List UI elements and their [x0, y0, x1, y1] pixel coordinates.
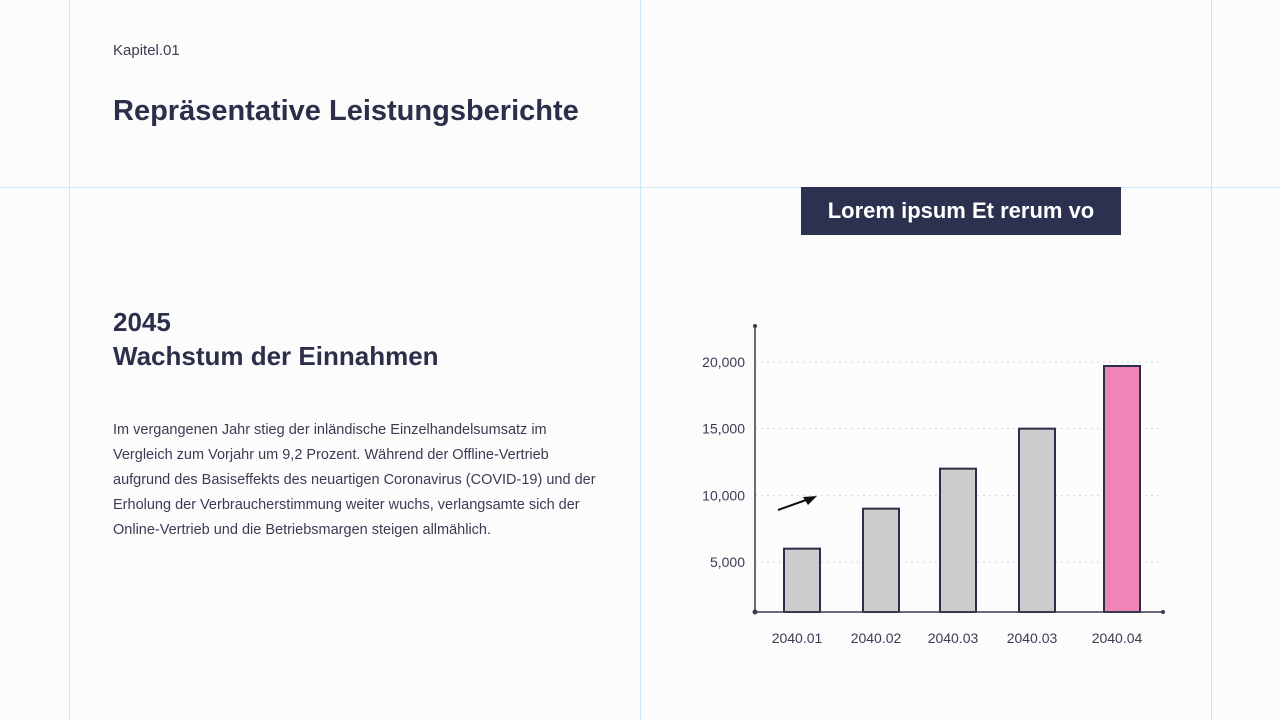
guide-line [640, 0, 641, 720]
axis-end-dot [1161, 610, 1165, 614]
section-year: 2045 [113, 307, 171, 337]
x-tick-label: 2040.01 [772, 630, 823, 646]
guide-line [1211, 0, 1212, 720]
y-tick-label: 15,000 [702, 421, 745, 437]
axis-origin-dot [752, 609, 758, 615]
chart-banner: Lorem ipsum Et rerum vo [801, 187, 1121, 235]
section-heading: 2045 Wachstum der Einnahmen [113, 305, 439, 373]
bar [783, 547, 821, 614]
x-tick-label: 2040.03 [1007, 630, 1058, 646]
x-tick-label: 2040.02 [851, 630, 902, 646]
y-tick-label: 10,000 [702, 487, 745, 503]
section-body: Im vergangenen Jahr stieg der inländisch… [113, 422, 596, 538]
y-tick-label: 5,000 [710, 554, 745, 570]
section-title: Wachstum der Einnahmen [113, 341, 439, 371]
x-tick-label: 2040.03 [928, 630, 979, 646]
arrow-head-icon [803, 496, 817, 505]
arrow-icon [777, 499, 807, 511]
guide-line [0, 187, 1280, 188]
bar [939, 467, 977, 613]
bar [1018, 427, 1056, 613]
banner-text: Lorem ipsum Et rerum vo [827, 198, 1095, 223]
bar [1103, 365, 1141, 613]
axis-end-dot [753, 324, 757, 328]
page-title: Repräsentative Leistungsberichte [113, 95, 579, 127]
y-tick-label: 20,000 [702, 354, 745, 370]
x-tick-label: 2040.04 [1092, 630, 1143, 646]
chapter-label: Kapitel.01 [113, 42, 180, 59]
bar [862, 507, 900, 613]
guide-line [69, 0, 70, 720]
